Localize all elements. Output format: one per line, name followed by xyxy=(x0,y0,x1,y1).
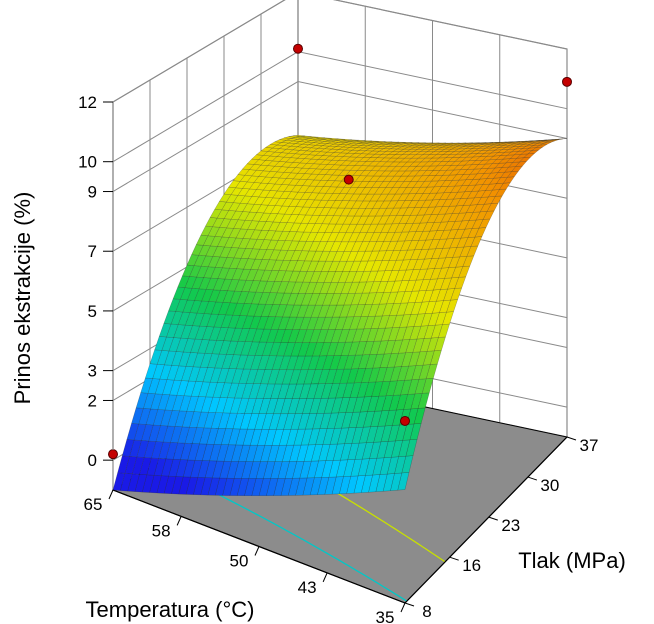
surface-cell xyxy=(293,135,305,137)
y-tick-mark xyxy=(449,556,459,561)
data-point xyxy=(343,174,354,185)
y-tick-label: 16 xyxy=(462,556,481,575)
z-axis-title: Prinos ekstrakcije (%) xyxy=(10,192,35,405)
z-gridline xyxy=(112,81,568,192)
x-tick-label: 50 xyxy=(230,552,249,571)
x-tick-mark xyxy=(254,546,260,556)
y-axis-title: Tlak (MPa) xyxy=(518,548,626,573)
z-tick-label: 12 xyxy=(78,93,97,112)
y-tick-mark xyxy=(404,602,415,607)
z-tick-label: 2 xyxy=(88,391,97,410)
y-tick-label: 37 xyxy=(580,436,599,455)
y-tick-mark xyxy=(488,516,498,521)
z-tick-label: 9 xyxy=(88,183,97,202)
y-tick-mark xyxy=(527,476,538,481)
data-point xyxy=(562,76,572,87)
data-point xyxy=(108,449,118,460)
z-tick-label: 10 xyxy=(78,153,97,172)
z-tick-label: 3 xyxy=(88,362,97,381)
y-axis-line xyxy=(404,436,568,604)
response-surface xyxy=(112,135,568,496)
x-axis-title: Temperatura (°C) xyxy=(86,597,255,622)
data-point xyxy=(400,415,410,426)
z-tick-label: 0 xyxy=(88,451,97,470)
y-tick-label: 30 xyxy=(540,476,559,495)
y-tick-label: 23 xyxy=(501,516,520,535)
y-tick-mark xyxy=(566,436,577,441)
y-tick-label: 8 xyxy=(422,602,431,621)
data-point xyxy=(293,43,303,54)
x-tick-mark xyxy=(322,572,328,583)
x-tick-mark xyxy=(176,516,182,526)
x-tick-mark xyxy=(400,602,406,613)
x-tick-label: 35 xyxy=(376,608,395,624)
x-tick-label: 65 xyxy=(84,495,103,514)
x-tick-mark xyxy=(108,489,114,500)
z-tick-label: 5 xyxy=(88,302,97,321)
x-tick-label: 43 xyxy=(298,578,317,597)
x-tick-label: 58 xyxy=(152,521,171,540)
z-gridline xyxy=(112,0,568,103)
z-tick-label: 7 xyxy=(88,242,97,261)
